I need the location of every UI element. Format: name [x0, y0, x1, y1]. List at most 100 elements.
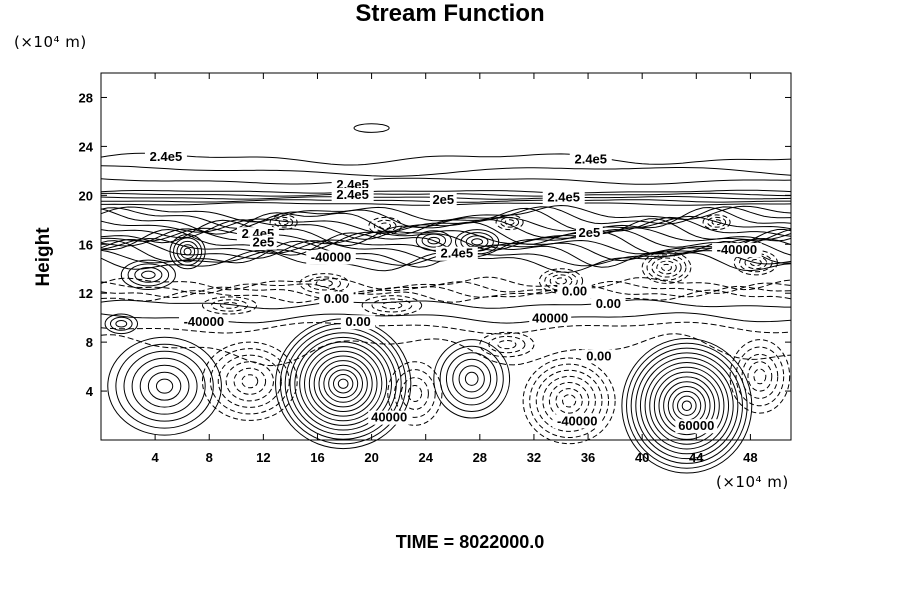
contour-cell [104, 313, 139, 335]
contour-cell [180, 244, 196, 259]
contour-cell-negative [735, 346, 785, 407]
x-tick-label: 24 [418, 450, 433, 465]
contour-label-bg [429, 192, 457, 207]
contour-label-bg [542, 190, 585, 205]
contour-line [100, 189, 792, 194]
contour-label-bg [581, 349, 617, 364]
x-tick-label: 8 [206, 450, 213, 465]
contour-label: 40000 [371, 410, 407, 425]
contour-cell-negative [381, 301, 403, 310]
contour-label: -40000 [717, 242, 757, 257]
contour-label-bg [319, 291, 354, 306]
contour-label-bg [179, 315, 229, 330]
contour-line [100, 218, 792, 247]
contour-cell [176, 240, 199, 263]
y-tick-label: 4 [86, 384, 94, 399]
contour-label: 2.4e5 [336, 187, 369, 202]
contour-label: 0.00 [586, 348, 611, 363]
plot-frame [100, 72, 792, 441]
contour-cell [115, 320, 128, 328]
contour-label: -40000 [557, 413, 597, 428]
contour-label: 0.00 [596, 296, 621, 311]
contour-cell [147, 371, 182, 401]
contour-cell [294, 336, 392, 431]
contour-label-bg [340, 315, 376, 330]
contour-cell-negative [555, 388, 583, 414]
contour-line-negative [100, 321, 792, 335]
contour-cell-negative [702, 214, 731, 231]
contour-line [100, 228, 792, 251]
y-axis: 4 8 12 16 20 24 28 [79, 90, 791, 399]
contour-cell [139, 364, 190, 408]
contour-cell-negative [641, 251, 692, 284]
contour-cell-negative [747, 361, 773, 392]
contour-cell [649, 366, 725, 445]
contour-cell [304, 346, 383, 422]
contour-line [100, 206, 792, 235]
contour-cell [134, 267, 163, 283]
y-tick-label: 8 [86, 335, 93, 350]
contour-label: 60000 [678, 418, 714, 433]
contour-cell-negative [307, 276, 341, 291]
contour-cell-negative [201, 341, 298, 421]
contour-cell [677, 395, 697, 416]
contour-cell-negative [479, 331, 535, 358]
contour-cell [337, 378, 349, 389]
contour-cell-negative [209, 348, 290, 415]
contour-label-bg [576, 225, 603, 240]
y-tick-label: 24 [79, 139, 94, 154]
time-label: TIME = 8022000.0 [395, 532, 545, 552]
contour-cell [658, 376, 716, 436]
contour-label-bg [712, 243, 762, 258]
contour-cell [183, 247, 192, 256]
x-tick-label: 20 [364, 450, 378, 465]
contour-line-negative [100, 276, 792, 291]
contour-cell-negative [753, 368, 767, 385]
contour-cell [471, 238, 484, 246]
contour-cell [439, 345, 504, 412]
contour-cell-negative [373, 219, 397, 233]
contour-cell-negative [707, 216, 727, 228]
contour-cell-negative [711, 219, 722, 226]
contour-cell-negative [529, 363, 610, 439]
contour-label: 2e5 [253, 235, 275, 250]
contour-label-bg [435, 246, 478, 261]
x-tick-label: 12 [256, 450, 270, 465]
contour-label: 2.4e5 [441, 246, 474, 261]
contour-cell [308, 350, 378, 417]
x-tick-label: 32 [527, 450, 541, 465]
contour-label-bg [557, 284, 592, 299]
contour-label-bg [591, 296, 626, 311]
contour-cell-negative [201, 296, 258, 315]
contour-label-bg [569, 152, 612, 167]
x-tick-label: 4 [152, 450, 160, 465]
contour-cell [318, 360, 368, 408]
contour-cell-negative [562, 394, 577, 408]
contour-cell-negative [407, 385, 423, 402]
contour-label: -40000 [311, 249, 351, 264]
contour-cell-negative [241, 374, 259, 389]
contour-line [100, 152, 792, 166]
contour-cell [433, 339, 511, 419]
contour-cell [107, 336, 222, 436]
contour-cell-negative [729, 339, 791, 414]
contour-cell-negative [394, 369, 436, 418]
contour-line [100, 227, 792, 245]
contour-cell-negative [504, 219, 515, 226]
contour-cell [445, 352, 498, 406]
contour-cell [131, 357, 198, 415]
x-tick-label: 36 [581, 450, 595, 465]
contour-label-bg [675, 419, 718, 434]
contour-label-bg [144, 150, 187, 165]
contour-cell-negative [549, 274, 573, 288]
contour-label: 0.00 [562, 284, 587, 299]
y-tick-label: 20 [79, 188, 93, 203]
contour-cell [626, 342, 748, 469]
y-axis-unit-label: (×10⁴ m) [14, 33, 87, 51]
x-tick-label: 48 [743, 450, 757, 465]
contour-cell-negative [233, 367, 267, 395]
contour-cell-negative [741, 353, 779, 399]
contour-cell-negative [646, 254, 687, 281]
